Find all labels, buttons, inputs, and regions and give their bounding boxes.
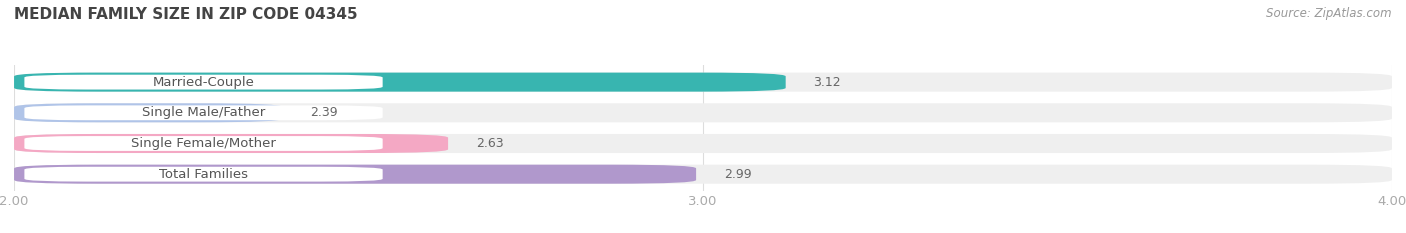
FancyBboxPatch shape — [14, 165, 696, 184]
Text: MEDIAN FAMILY SIZE IN ZIP CODE 04345: MEDIAN FAMILY SIZE IN ZIP CODE 04345 — [14, 7, 357, 22]
FancyBboxPatch shape — [24, 167, 382, 182]
FancyBboxPatch shape — [14, 103, 283, 122]
Text: Single Female/Mother: Single Female/Mother — [131, 137, 276, 150]
Text: 3.12: 3.12 — [813, 76, 841, 89]
Text: Single Male/Father: Single Male/Father — [142, 106, 266, 119]
Text: 2.63: 2.63 — [475, 137, 503, 150]
FancyBboxPatch shape — [14, 73, 786, 92]
Text: 2.39: 2.39 — [311, 106, 337, 119]
Text: 2.99: 2.99 — [724, 168, 751, 181]
FancyBboxPatch shape — [24, 105, 382, 120]
FancyBboxPatch shape — [24, 75, 382, 89]
FancyBboxPatch shape — [14, 165, 1392, 184]
FancyBboxPatch shape — [14, 73, 1392, 92]
FancyBboxPatch shape — [14, 103, 1392, 122]
Text: Married-Couple: Married-Couple — [153, 76, 254, 89]
Text: Source: ZipAtlas.com: Source: ZipAtlas.com — [1267, 7, 1392, 20]
FancyBboxPatch shape — [14, 134, 1392, 153]
FancyBboxPatch shape — [14, 134, 449, 153]
FancyBboxPatch shape — [24, 136, 382, 151]
Text: Total Families: Total Families — [159, 168, 247, 181]
